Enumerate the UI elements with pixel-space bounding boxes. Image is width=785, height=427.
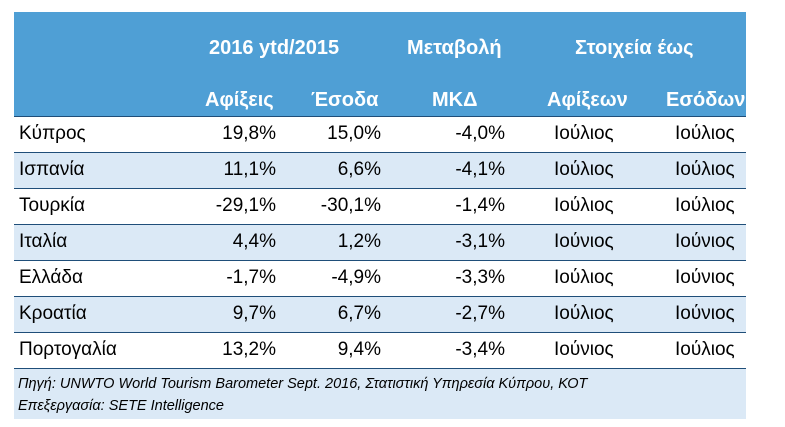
header-receipts-gen: Εσόδων <box>666 89 746 111</box>
header-change: Μεταβολή <box>407 37 502 59</box>
cell-arrivals-until: Ιούνιος <box>554 339 614 360</box>
cell-arrivals: -1,7% <box>226 267 276 288</box>
cell-receipts: 6,6% <box>337 159 381 180</box>
cell-receipts: -30,1% <box>320 195 381 216</box>
table-footnote: Πηγή: UNWTO World Tourism Barometer Sept… <box>14 369 746 419</box>
cell-receipts: 15,0% <box>327 123 381 144</box>
cell-country: Κύπρος <box>19 123 86 144</box>
table-row: Ιταλία 4,4% 1,2% -3,1% Ιούνιος Ιούνιος <box>14 224 746 260</box>
cell-receipts-until: Ιούνιος <box>675 267 735 288</box>
table-body: Κύπρος 19,8% 15,0% -4,0% Ιούλιος Ιούλιος… <box>14 116 746 369</box>
table-row: Ελλάδα -1,7% -4,9% -3,3% Ιούλιος Ιούνιος <box>14 260 746 296</box>
cell-arrivals: 19,8% <box>222 123 276 144</box>
cell-arrivals-until: Ιούνιος <box>554 231 614 252</box>
cell-country: Ελλάδα <box>19 267 83 288</box>
cell-mkd: -3,3% <box>455 267 505 288</box>
header-arrivals-gen: Αφίξεων <box>547 89 628 111</box>
cell-receipts-until: Ιούνιος <box>675 303 735 324</box>
table-row: Κύπρος 19,8% 15,0% -4,0% Ιούλιος Ιούλιος <box>14 116 746 152</box>
header-avg-spend: ΜΚΔ <box>432 89 478 111</box>
cell-country: Κροατία <box>19 303 87 324</box>
cell-receipts: 9,4% <box>337 339 381 360</box>
cell-country: Τουρκία <box>19 195 85 216</box>
cell-country: Πορτογαλία <box>19 339 117 360</box>
processing-note: Επεξεργασία: SETE Intelligence <box>18 398 224 414</box>
cell-receipts: 6,7% <box>337 303 381 324</box>
cell-mkd: -3,1% <box>455 231 505 252</box>
table-row: Τουρκία -29,1% -30,1% -1,4% Ιούλιος Ιούλ… <box>14 188 746 224</box>
cell-receipts: 1,2% <box>337 231 381 252</box>
cell-country: Ιταλία <box>19 231 68 252</box>
cell-arrivals: -29,1% <box>215 195 276 216</box>
cell-receipts-until: Ιούλιος <box>675 195 735 216</box>
cell-arrivals-until: Ιούλιος <box>554 123 614 144</box>
source-note: Πηγή: UNWTO World Tourism Barometer Sept… <box>18 376 588 392</box>
cell-arrivals: 13,2% <box>222 339 276 360</box>
header-receipts: Έσοδα <box>311 89 379 111</box>
cell-arrivals-until: Ιούλιος <box>554 303 614 324</box>
cell-arrivals: 4,4% <box>232 231 276 252</box>
cell-receipts: -4,9% <box>331 267 381 288</box>
cell-receipts-until: Ιούνιος <box>675 231 735 252</box>
cell-mkd: -4,0% <box>455 123 505 144</box>
header-data-until: Στοιχεία έως <box>575 37 694 59</box>
cell-arrivals: 11,1% <box>223 159 276 180</box>
cell-arrivals-until: Ιούλιος <box>554 159 614 180</box>
table-row: Κροατία 9,7% 6,7% -2,7% Ιούλιος Ιούνιος <box>14 296 746 332</box>
header-arrivals: Αφίξεις <box>205 89 274 111</box>
header-period: 2016 ytd/2015 <box>209 37 340 59</box>
cell-mkd: -1,4% <box>455 195 505 216</box>
cell-receipts-until: Ιούλιος <box>675 339 735 360</box>
cell-receipts-until: Ιούλιος <box>675 159 735 180</box>
cell-arrivals: 9,7% <box>232 303 276 324</box>
tourism-comparison-table: 2016 ytd/2015 Μεταβολή Στοιχεία έως Αφίξ… <box>14 12 746 419</box>
table-row: Πορτογαλία 13,2% 9,4% -3,4% Ιούνιος Ιούλ… <box>14 332 746 369</box>
table-header: 2016 ytd/2015 Μεταβολή Στοιχεία έως Αφίξ… <box>14 12 746 116</box>
cell-arrivals-until: Ιούλιος <box>554 267 614 288</box>
table-row: Ισπανία 11,1% 6,6% -4,1% Ιούλιος Ιούλιος <box>14 152 746 188</box>
cell-receipts-until: Ιούλιος <box>675 123 735 144</box>
cell-country: Ισπανία <box>19 159 85 180</box>
cell-mkd: -3,4% <box>455 339 505 360</box>
cell-mkd: -4,1% <box>455 159 505 180</box>
cell-arrivals-until: Ιούλιος <box>554 195 614 216</box>
cell-mkd: -2,7% <box>455 303 505 324</box>
